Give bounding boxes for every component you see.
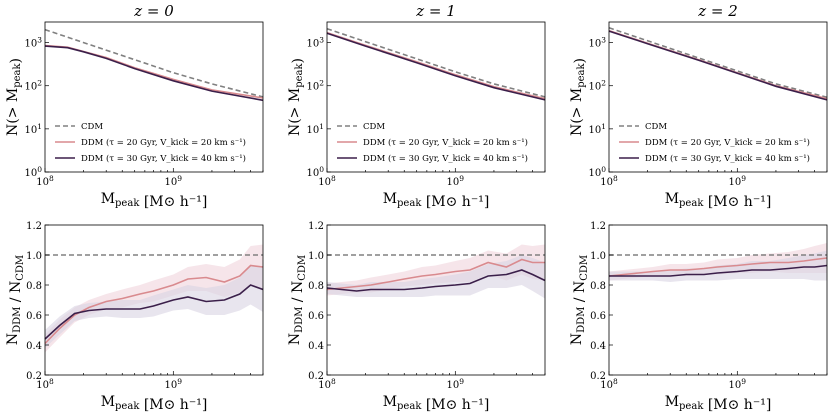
series-line (326, 32, 546, 101)
x-axis-label: Mpeak [M⊙ h⁻¹] (665, 394, 772, 413)
y-tick-label: 1.2 (308, 221, 324, 232)
series-line (44, 28, 264, 98)
x-tick-label: 108 (36, 174, 54, 188)
x-tick-label: 109 (165, 377, 183, 391)
x-axis-label: Mpeak [M⊙ h⁻¹] (383, 191, 490, 210)
x-tick-label: 109 (165, 174, 183, 188)
y-axis-label: N(> Mpeak) (287, 58, 306, 136)
y-tick-label: 103 (24, 36, 42, 50)
y-tick-label: 0.6 (308, 311, 324, 322)
y-tick-label: 0.6 (26, 311, 42, 322)
x-tick-label: 108 (318, 174, 336, 188)
panel-title: z = 0 (133, 2, 174, 20)
y-tick-label: 1.0 (590, 251, 606, 262)
legend: CDM DDM (τ = 20 Gyr, V_kick = 20 km s⁻¹) D… (337, 122, 528, 164)
x-tick-label: 108 (600, 174, 618, 188)
series-line (326, 27, 546, 98)
series-line (44, 44, 264, 99)
axes-frame (326, 21, 546, 173)
x-tick-label: 109 (447, 377, 465, 391)
y-axis-label: NDDM / NCDM (287, 255, 308, 345)
y-tick-label: 0.2 (26, 371, 42, 382)
axes-frame (608, 224, 828, 376)
x-axis-label: Mpeak [M⊙ h⁻¹] (665, 191, 772, 210)
legend-entry: CDM (645, 122, 667, 132)
axes-frame (44, 224, 264, 376)
legend-entry: CDM (81, 122, 103, 132)
y-tick-label: 102 (588, 79, 606, 93)
legend: CDM DDM (τ = 20 Gyr, V_kick = 20 km s⁻¹) D… (619, 122, 810, 164)
axes-frame (44, 21, 264, 173)
legend-entry: DDM (τ = 30 Gyr, V_kick = 40 km s⁻¹) (645, 153, 810, 164)
legend-entry: DDM (τ = 20 Gyr, V_kick = 20 km s⁻¹) (645, 137, 810, 148)
uncertainty-band (45, 265, 263, 348)
x-axis-label: Mpeak [M⊙ h⁻¹] (101, 394, 208, 413)
legend-entry: DDM (τ = 30 Gyr, V_kick = 40 km s⁻¹) (363, 153, 528, 164)
y-tick-label: 102 (306, 79, 324, 93)
x-tick-label: 109 (729, 377, 747, 391)
x-tick-label: 109 (447, 174, 465, 188)
y-tick-label: 0.2 (590, 371, 606, 382)
y-tick-label: 101 (24, 122, 42, 136)
y-axis-label: NDDM / NCDM (5, 255, 26, 345)
series-line (44, 284, 264, 340)
y-tick-label: 0.4 (26, 341, 42, 352)
series-line (326, 269, 546, 292)
legend: CDM DDM (τ = 20 Gyr, V_kick = 20 km s⁻¹) D… (55, 122, 246, 164)
y-tick-label: 1.0 (26, 251, 42, 262)
y-tick-label: 102 (24, 79, 42, 93)
series-line (608, 30, 828, 101)
series-line (44, 45, 264, 102)
x-axis-label: Mpeak [M⊙ h⁻¹] (383, 394, 490, 413)
y-tick-label: 1.2 (26, 221, 42, 232)
y-tick-label: 101 (588, 122, 606, 136)
y-tick-label: 1.2 (590, 221, 606, 232)
y-tick-label: 0.4 (308, 341, 324, 352)
panel-title: z = 1 (415, 2, 456, 20)
y-tick-label: 0.6 (590, 311, 606, 322)
y-tick-label: 0.4 (590, 341, 606, 352)
y-axis-label: NDDM / NCDM (569, 255, 590, 345)
uncertainty-band (327, 255, 545, 299)
axes-frame (326, 224, 546, 376)
legend-entry: DDM (τ = 20 Gyr, V_kick = 20 km s⁻¹) (363, 137, 528, 148)
y-axis-label: N(> Mpeak) (5, 58, 24, 136)
y-tick-label: 0.8 (26, 281, 42, 292)
y-tick-label: 0.8 (308, 281, 324, 292)
x-axis-label: Mpeak [M⊙ h⁻¹] (101, 191, 208, 210)
axes-frame (608, 21, 828, 173)
series-line (608, 27, 828, 99)
y-tick-label: 0.2 (308, 371, 324, 382)
y-tick-label: 103 (306, 36, 324, 50)
y-tick-label: 101 (306, 122, 324, 136)
series-line (609, 264, 828, 277)
legend-entry: CDM (363, 122, 385, 132)
series-line (326, 258, 545, 291)
y-tick-label: 103 (588, 36, 606, 50)
panel-title: z = 2 (697, 2, 738, 20)
legend-entry: DDM (τ = 30 Gyr, V_kick = 40 km s⁻¹) (81, 153, 246, 164)
y-tick-label: 1.0 (308, 251, 324, 262)
series-line (608, 257, 828, 277)
legend-entry: DDM (τ = 20 Gyr, V_kick = 20 km s⁻¹) (81, 137, 246, 148)
y-axis-label: N(> Mpeak) (569, 58, 588, 136)
x-tick-label: 109 (729, 174, 747, 188)
y-tick-label: 0.8 (590, 281, 606, 292)
